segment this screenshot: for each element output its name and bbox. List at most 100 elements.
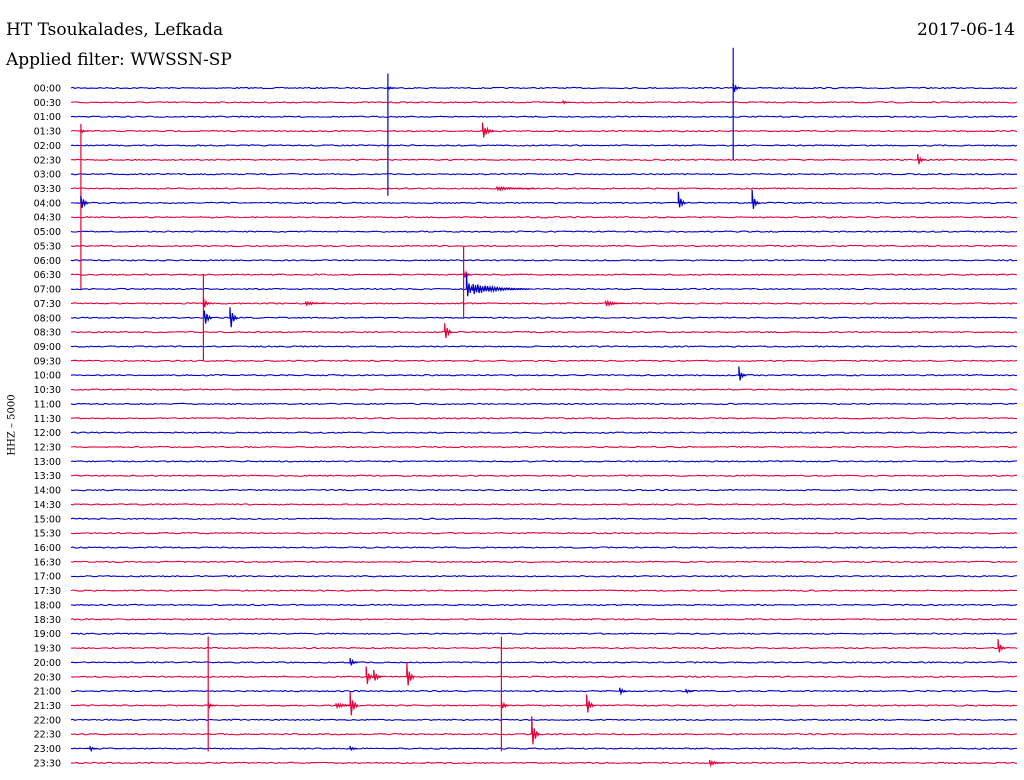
trace-2030 [70, 675, 1018, 678]
time-label-0000: 00:00 [34, 84, 61, 95]
trace-0400 [70, 201, 1018, 205]
trace-2100 [70, 689, 1018, 693]
time-label-1030: 10:30 [34, 385, 61, 396]
time-label-2100: 21:00 [34, 687, 61, 698]
trace-1800 [70, 603, 1018, 607]
time-label-2030: 20:30 [34, 672, 61, 683]
date-label: 2017-06-14 [916, 20, 1015, 40]
trace-1300 [70, 460, 1018, 463]
seismic-event-29 [349, 691, 359, 716]
trace-0700 [70, 287, 1018, 291]
seismic-event-35 [708, 759, 724, 768]
time-label-0430: 04:30 [34, 213, 61, 224]
seismic-event-13 [305, 300, 325, 307]
time-label-0130: 01:30 [34, 127, 61, 138]
time-label-1500: 15:00 [34, 514, 61, 525]
trace-2000 [70, 661, 1018, 664]
trace-0530 [70, 244, 1018, 248]
seismic-event-28 [500, 701, 510, 709]
seismic-event-11 [472, 283, 531, 295]
station-title: HT Tsoukalades, Lefkada [6, 20, 224, 40]
trace-1830 [70, 618, 1018, 621]
trace-1330 [70, 474, 1018, 477]
time-label-0030: 00:30 [34, 98, 61, 109]
trace-1130 [70, 417, 1018, 420]
time-label-1330: 13:30 [34, 471, 61, 482]
time-label-0200: 02:00 [34, 141, 61, 152]
seismic-event-3 [481, 122, 495, 138]
trace-0000 [70, 86, 1018, 90]
time-label-0730: 07:30 [34, 299, 61, 310]
seismic-event-16 [203, 310, 213, 324]
trace-1030 [70, 388, 1018, 391]
seismic-event-21 [349, 657, 358, 666]
time-label-1430: 14:30 [34, 500, 61, 511]
seismic-event-8 [751, 189, 761, 209]
trace-0430 [70, 216, 1018, 219]
time-label-0400: 04:00 [34, 198, 61, 209]
trace-1230 [70, 445, 1018, 449]
seismic-event-23 [373, 669, 382, 681]
seismic-event-18 [444, 323, 453, 339]
seismic-event-2 [562, 100, 571, 105]
filter-label: Applied filter: WWSSN-SP [6, 50, 232, 70]
time-label-2230: 22:30 [34, 730, 61, 741]
seismic-event-14 [604, 299, 625, 307]
time-label-1130: 11:30 [34, 414, 61, 425]
trace-0130 [70, 129, 1018, 133]
time-label-1100: 11:00 [34, 399, 61, 410]
seismic-event-0 [732, 83, 742, 92]
trace-0930 [70, 359, 1018, 363]
trace-1630 [70, 560, 1018, 564]
seismic-event-33 [89, 745, 98, 753]
trace-lines [70, 86, 1018, 765]
time-label-0630: 06:30 [34, 270, 61, 281]
trace-1600 [70, 546, 1018, 549]
time-label-1000: 10:00 [34, 371, 61, 382]
event-marks [80, 47, 1007, 768]
seismic-event-10 [462, 270, 472, 278]
time-label-0530: 05:30 [34, 241, 61, 252]
time-label-1230: 12:30 [34, 443, 61, 454]
seismic-event-9 [80, 195, 89, 208]
trace-0300 [70, 172, 1018, 176]
seismic-event-4 [80, 129, 89, 134]
trace-1700 [70, 575, 1018, 578]
seismic-event-5 [917, 154, 926, 165]
trace-1530 [70, 531, 1018, 535]
time-label-2300: 23:00 [34, 744, 61, 755]
trace-2300 [70, 747, 1017, 750]
trace-0100 [70, 115, 1018, 118]
time-label-2130: 21:30 [34, 701, 61, 712]
seismic-event-7 [677, 191, 687, 208]
trace-0830 [70, 330, 1018, 334]
trace-2230 [70, 732, 1018, 736]
trace-1400 [70, 488, 1018, 492]
time-label-0100: 01:00 [34, 112, 61, 123]
time-label-1300: 13:00 [34, 457, 61, 468]
time-label-0600: 06:00 [34, 256, 61, 267]
seismic-event-25 [619, 687, 628, 696]
trace-0200 [70, 144, 1018, 147]
trace-2130 [70, 704, 1018, 707]
time-label-0700: 07:00 [34, 285, 61, 296]
time-label-1530: 15:30 [34, 529, 61, 540]
trace-0330 [70, 187, 1018, 190]
trace-1000 [70, 374, 1018, 377]
time-label-0230: 02:30 [34, 155, 61, 166]
seismic-event-30 [335, 702, 355, 710]
row-labels: 00:00 00:30 01:00 01:30 02:00 02:30 03:00 03:30… [34, 84, 61, 770]
trace-0900 [70, 345, 1018, 348]
trace-0230 [70, 158, 1018, 161]
time-label-0930: 09:30 [34, 356, 61, 367]
trace-1430 [70, 503, 1018, 506]
trace-0630 [70, 273, 1018, 276]
seismic-event-26 [685, 688, 694, 695]
seismic-event-24 [406, 662, 415, 686]
time-label-2200: 22:00 [34, 715, 61, 726]
time-label-2000: 20:00 [34, 658, 61, 669]
trace-0800 [70, 316, 1018, 319]
seismic-event-19 [738, 366, 747, 381]
seismic-event-27 [207, 701, 216, 710]
time-label-1800: 18:00 [34, 600, 61, 611]
